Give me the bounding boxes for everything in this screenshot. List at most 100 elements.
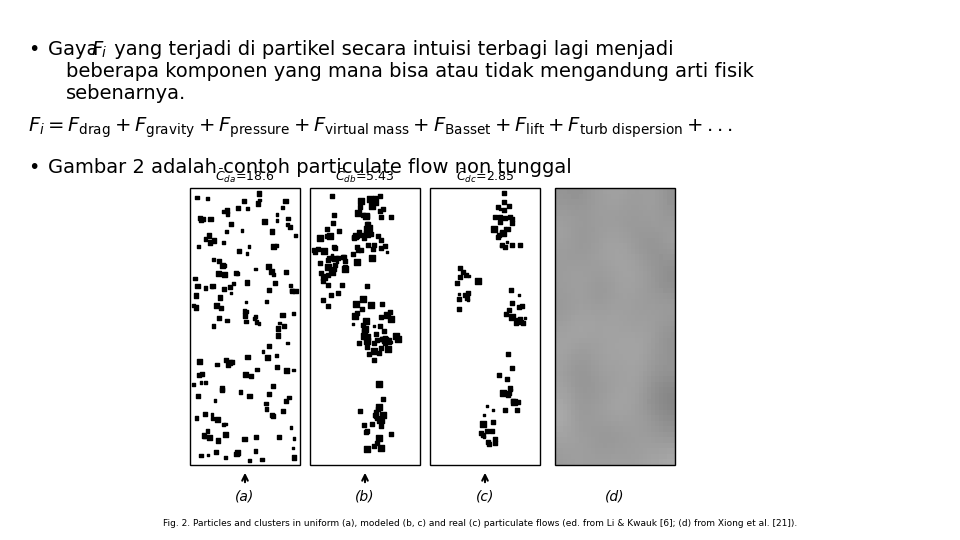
Point	[254, 455, 270, 464]
Point	[374, 416, 390, 425]
Point	[224, 220, 239, 228]
Point	[358, 316, 373, 325]
Point	[312, 234, 327, 242]
Text: $\bar{C}_{db}$=5.43: $\bar{C}_{db}$=5.43	[335, 167, 395, 185]
Point	[208, 448, 224, 456]
Point	[216, 207, 231, 215]
Point	[367, 198, 382, 206]
Point	[186, 301, 202, 310]
Point	[223, 289, 238, 298]
Point	[451, 290, 467, 299]
Point	[349, 232, 365, 240]
Point	[477, 433, 492, 442]
Point	[338, 262, 353, 271]
Point	[248, 313, 263, 321]
Point	[504, 363, 519, 372]
Point	[354, 305, 370, 313]
Point	[375, 411, 391, 420]
Point	[249, 365, 264, 374]
Point	[502, 213, 517, 221]
Point	[352, 202, 368, 211]
Point	[356, 327, 372, 335]
Point	[480, 438, 495, 447]
Point	[514, 318, 529, 326]
Point	[348, 312, 363, 321]
Point	[306, 245, 322, 254]
Text: (b): (b)	[355, 490, 374, 504]
Point	[316, 295, 331, 304]
Text: $\bar{C}_{da}$=18.6: $\bar{C}_{da}$=18.6	[215, 167, 275, 185]
Point	[452, 305, 468, 314]
Point	[457, 291, 472, 300]
Point	[239, 278, 254, 287]
Point	[310, 245, 325, 254]
Point	[324, 253, 340, 262]
Point	[499, 375, 515, 383]
Point	[237, 311, 252, 320]
Point	[234, 226, 250, 235]
Point	[516, 319, 531, 327]
Point	[329, 258, 345, 266]
Point	[504, 298, 519, 307]
Point	[259, 298, 275, 306]
Point	[372, 321, 388, 330]
Text: Gambar 2 adalah contoh particulate flow non tunggal: Gambar 2 adalah contoh particulate flow …	[48, 158, 572, 177]
Text: •: •	[28, 158, 39, 177]
Text: sebenarnya.: sebenarnya.	[66, 84, 186, 103]
Point	[373, 422, 389, 430]
Point	[510, 397, 525, 406]
Point	[361, 224, 376, 233]
Point	[358, 428, 373, 437]
Point	[495, 197, 511, 206]
Point	[365, 245, 380, 253]
Point	[217, 261, 232, 269]
Point	[282, 222, 298, 231]
Point	[382, 308, 397, 316]
Point	[324, 251, 340, 259]
Point	[219, 227, 234, 236]
Point	[469, 276, 485, 285]
Point	[232, 388, 248, 396]
Point	[377, 336, 393, 345]
Point	[349, 309, 365, 318]
Text: Fig. 2. Particles and clusters in uniform (a), modeled (b, c) and real (c) parti: Fig. 2. Particles and clusters in unifor…	[163, 519, 797, 528]
Point	[214, 384, 229, 393]
Point	[209, 360, 225, 369]
Point	[209, 301, 225, 309]
Point	[275, 310, 290, 319]
Point	[189, 193, 204, 202]
Point	[371, 404, 386, 413]
Point	[197, 431, 212, 440]
Bar	[190, 188, 300, 465]
Point	[379, 311, 395, 320]
Point	[356, 234, 372, 242]
Point	[487, 435, 502, 443]
Point	[370, 414, 385, 422]
Point	[355, 320, 371, 329]
Point	[206, 236, 222, 245]
Text: (a): (a)	[235, 490, 254, 504]
Point	[367, 241, 382, 249]
Point	[206, 321, 222, 330]
Point	[212, 293, 228, 302]
Point	[496, 206, 512, 214]
Point	[314, 268, 329, 277]
Point	[501, 389, 516, 397]
Point	[453, 264, 468, 272]
Point	[488, 438, 503, 447]
Point	[198, 235, 213, 244]
Point	[191, 242, 206, 251]
Point	[346, 320, 361, 328]
Text: •: •	[28, 40, 39, 59]
Point	[373, 244, 389, 252]
Point	[367, 356, 382, 364]
Point	[248, 265, 263, 273]
Point	[377, 334, 393, 343]
Point	[288, 231, 303, 240]
Point	[196, 214, 211, 223]
Point	[366, 339, 381, 347]
Point	[191, 371, 206, 380]
Point	[256, 217, 272, 226]
Point	[252, 190, 267, 198]
Point	[367, 322, 382, 330]
